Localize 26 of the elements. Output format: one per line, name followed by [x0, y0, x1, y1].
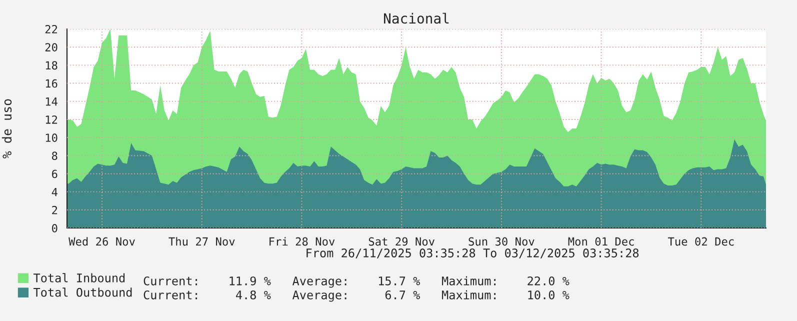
- chart-title: Nacional: [384, 12, 449, 24]
- x-tick-label: Sun 30 Nov: [468, 237, 534, 246]
- text: Current: 4.8 % Average: 6.7 % Maximum: 10.0 %: [144, 290, 570, 302]
- legend-label: Total Inbound: [34, 273, 125, 282]
- y-tick-label: 8: [52, 152, 58, 160]
- y-tick-label: 16: [46, 79, 58, 88]
- x-tick-label: Tue 02 Dec: [668, 237, 734, 246]
- y-tick-label: 2: [52, 206, 58, 214]
- y-tick-label: 14: [46, 98, 58, 106]
- legend-label: Total Outbound: [34, 288, 132, 297]
- y-tick-label: 12: [46, 115, 58, 124]
- text: From 26/11/2025 03:35:28 To 03/12/2025 03:35:28: [306, 248, 639, 258]
- text: Current: 11.9 % Average: 15.7 % Maximum: 22.0 %: [144, 276, 570, 288]
- x-tick-label: Sat 29 Nov: [368, 237, 434, 246]
- x-tick-label: Wed 26 Nov: [68, 237, 135, 246]
- x-tick-label: Thu 27 Nov: [168, 237, 235, 246]
- y-tick-label: 10: [46, 134, 58, 142]
- y-tick-label: 22: [45, 25, 58, 34]
- y-tick-label: 18: [46, 61, 58, 70]
- y-tick-label: 6: [52, 170, 58, 178]
- y-tick-label: 4: [52, 188, 58, 196]
- y-axis-title: % de uso: [2, 99, 12, 158]
- x-tick-label: Fri 28 Nov: [270, 237, 335, 246]
- y-tick-label: 20: [45, 43, 58, 52]
- x-tick-label: Mon 01 Dec: [568, 237, 634, 246]
- y-tick-label: 0: [52, 224, 58, 232]
